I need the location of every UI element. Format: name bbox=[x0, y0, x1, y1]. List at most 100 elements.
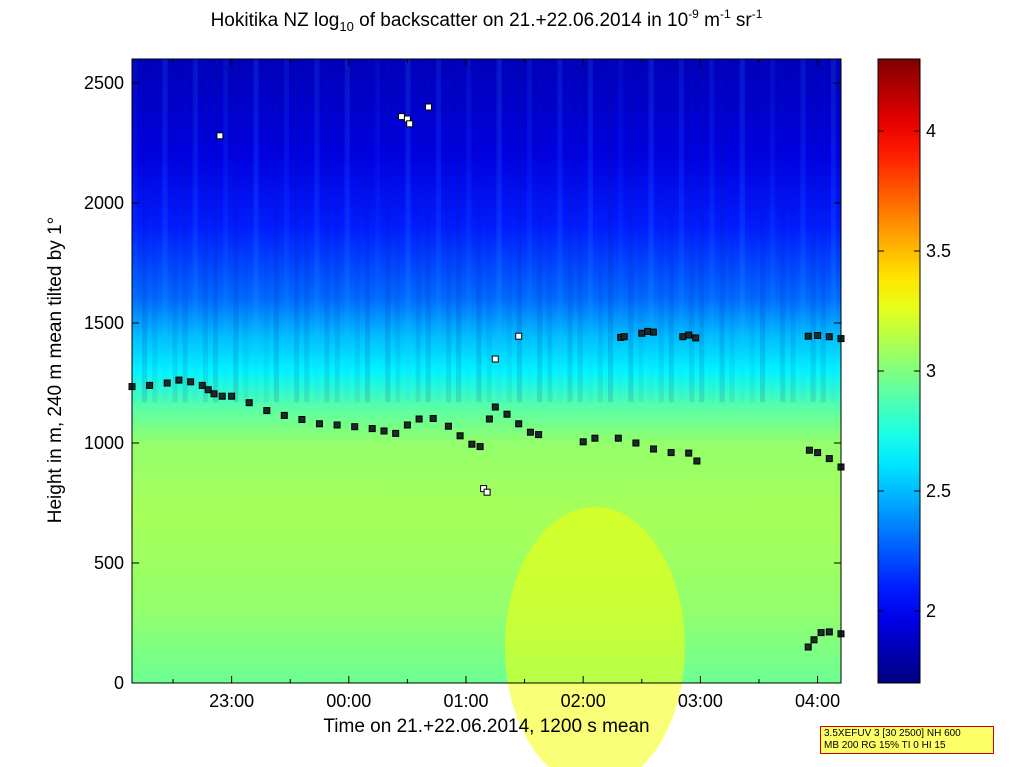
heatmap-streak bbox=[678, 59, 684, 403]
detection-marker bbox=[526, 428, 534, 436]
detection-marker bbox=[650, 328, 657, 336]
detection-marker bbox=[280, 411, 288, 419]
x-tick-label: 04:00 bbox=[795, 691, 840, 711]
x-tick-label: 23:00 bbox=[209, 691, 254, 711]
heatmap-streak bbox=[223, 59, 229, 403]
heatmap-streak bbox=[496, 59, 502, 403]
heatmap-streak bbox=[365, 59, 371, 403]
detection-marker bbox=[804, 332, 812, 340]
detection-marker bbox=[685, 331, 693, 339]
title-unit-m: m bbox=[698, 10, 720, 31]
detection-marker bbox=[216, 132, 224, 140]
y-tick-label: 0 bbox=[114, 673, 124, 693]
heatmap-streak bbox=[790, 59, 796, 403]
heatmap-streak bbox=[425, 59, 431, 403]
y-axis-label: Height in m, 240 m mean tilted by 1° bbox=[45, 216, 66, 524]
heatmap-streak bbox=[172, 59, 178, 403]
heatmap-streak bbox=[608, 59, 614, 403]
heatmap-streak bbox=[810, 59, 816, 403]
heatmap-streak bbox=[314, 59, 320, 403]
detection-marker bbox=[685, 449, 693, 457]
detection-marker bbox=[204, 386, 212, 394]
heatmap-streak bbox=[638, 59, 644, 403]
heatmap-streak bbox=[385, 59, 391, 403]
detection-marker bbox=[380, 427, 388, 435]
detection-marker bbox=[825, 455, 833, 463]
heatmap-streak bbox=[830, 59, 836, 403]
detection-marker bbox=[667, 449, 675, 457]
heatmap-streak bbox=[537, 59, 543, 403]
y-axis: 0 500 1000 1500 2000 2500 bbox=[84, 73, 841, 693]
detection-marker bbox=[425, 103, 432, 111]
colorbar-tick-label: 2.5 bbox=[926, 481, 951, 501]
heatmap-streak bbox=[395, 59, 401, 403]
heatmap-streak bbox=[668, 59, 674, 403]
detection-marker bbox=[415, 415, 423, 423]
detection-marker bbox=[198, 381, 206, 389]
heatmap-streak bbox=[516, 59, 522, 403]
heatmap-streak bbox=[618, 59, 624, 403]
detection-marker bbox=[491, 403, 499, 411]
heatmap-streak bbox=[263, 59, 269, 403]
heatmap-bright-region bbox=[504, 507, 685, 767]
detection-marker bbox=[638, 329, 646, 337]
title-exponent-1: -9 bbox=[688, 7, 699, 21]
colorbar-tick-label: 4 bbox=[926, 121, 936, 141]
heatmap-streak bbox=[273, 59, 279, 403]
heatmap-streak bbox=[435, 59, 441, 403]
heatmap-streak bbox=[719, 59, 725, 403]
detection-marker bbox=[163, 379, 171, 387]
heatmap-streak bbox=[415, 59, 421, 403]
y-tick-label: 500 bbox=[94, 553, 124, 573]
heatmap-streak bbox=[527, 59, 533, 403]
detection-marker bbox=[175, 376, 183, 384]
detection-marker bbox=[398, 113, 405, 121]
heatmap-streak bbox=[597, 59, 603, 403]
heatmap-streak bbox=[557, 59, 563, 403]
heatmap-streak bbox=[709, 59, 715, 403]
detection-marker bbox=[491, 355, 499, 363]
detection-marker bbox=[644, 327, 652, 335]
heatmap-streak bbox=[182, 59, 188, 403]
heatmap-streak bbox=[152, 59, 158, 403]
info-line-2: MB 200 RG 15% TI 0 HI 15 bbox=[824, 740, 946, 751]
heatmap-streak bbox=[547, 59, 553, 403]
y-tick-label: 1000 bbox=[84, 433, 124, 453]
heatmap-streak bbox=[780, 59, 786, 403]
heatmap-streak bbox=[749, 59, 755, 403]
backscatter-heatmap bbox=[132, 59, 841, 767]
heatmap-streak bbox=[699, 59, 705, 403]
heatmap-streak bbox=[628, 59, 634, 403]
heatmap-streak bbox=[689, 59, 695, 403]
heatmap-streak bbox=[476, 59, 482, 403]
detection-marker bbox=[218, 392, 226, 400]
detection-marker bbox=[693, 457, 701, 465]
heatmap-streak bbox=[213, 59, 219, 403]
x-tick-label: 01:00 bbox=[443, 691, 488, 711]
heatmap-streak bbox=[456, 59, 462, 403]
colorbar-tick-label: 3 bbox=[926, 361, 936, 381]
colorbar-tick-label: 3.5 bbox=[926, 241, 951, 261]
colorbar-gradient bbox=[877, 58, 921, 684]
heatmap-streak bbox=[729, 59, 735, 403]
detection-marker bbox=[476, 443, 484, 451]
detection-marker bbox=[825, 333, 833, 341]
detection-marker bbox=[483, 488, 491, 496]
y-tick-label: 2500 bbox=[84, 73, 124, 93]
title-log-base: 10 bbox=[339, 19, 354, 34]
heatmap-streak bbox=[283, 59, 289, 403]
detection-marker bbox=[825, 628, 833, 636]
detection-marker bbox=[810, 636, 818, 644]
title-prefix: Hokitika NZ log bbox=[210, 10, 340, 31]
heatmap-streak bbox=[658, 59, 664, 403]
colorbar: 2 2.5 3 3.5 4 bbox=[877, 58, 951, 684]
heatmap-streak bbox=[304, 59, 310, 403]
detection-marker bbox=[351, 423, 359, 431]
heatmap-streak bbox=[192, 59, 198, 403]
heatmap-streak bbox=[253, 59, 259, 403]
detection-marker bbox=[485, 415, 493, 423]
x-axis-label: Time on 21.+22.06.2014, 1200 s mean bbox=[323, 716, 650, 737]
detection-marker bbox=[187, 378, 195, 386]
detection-marker bbox=[650, 445, 657, 453]
detection-marker bbox=[263, 407, 271, 415]
